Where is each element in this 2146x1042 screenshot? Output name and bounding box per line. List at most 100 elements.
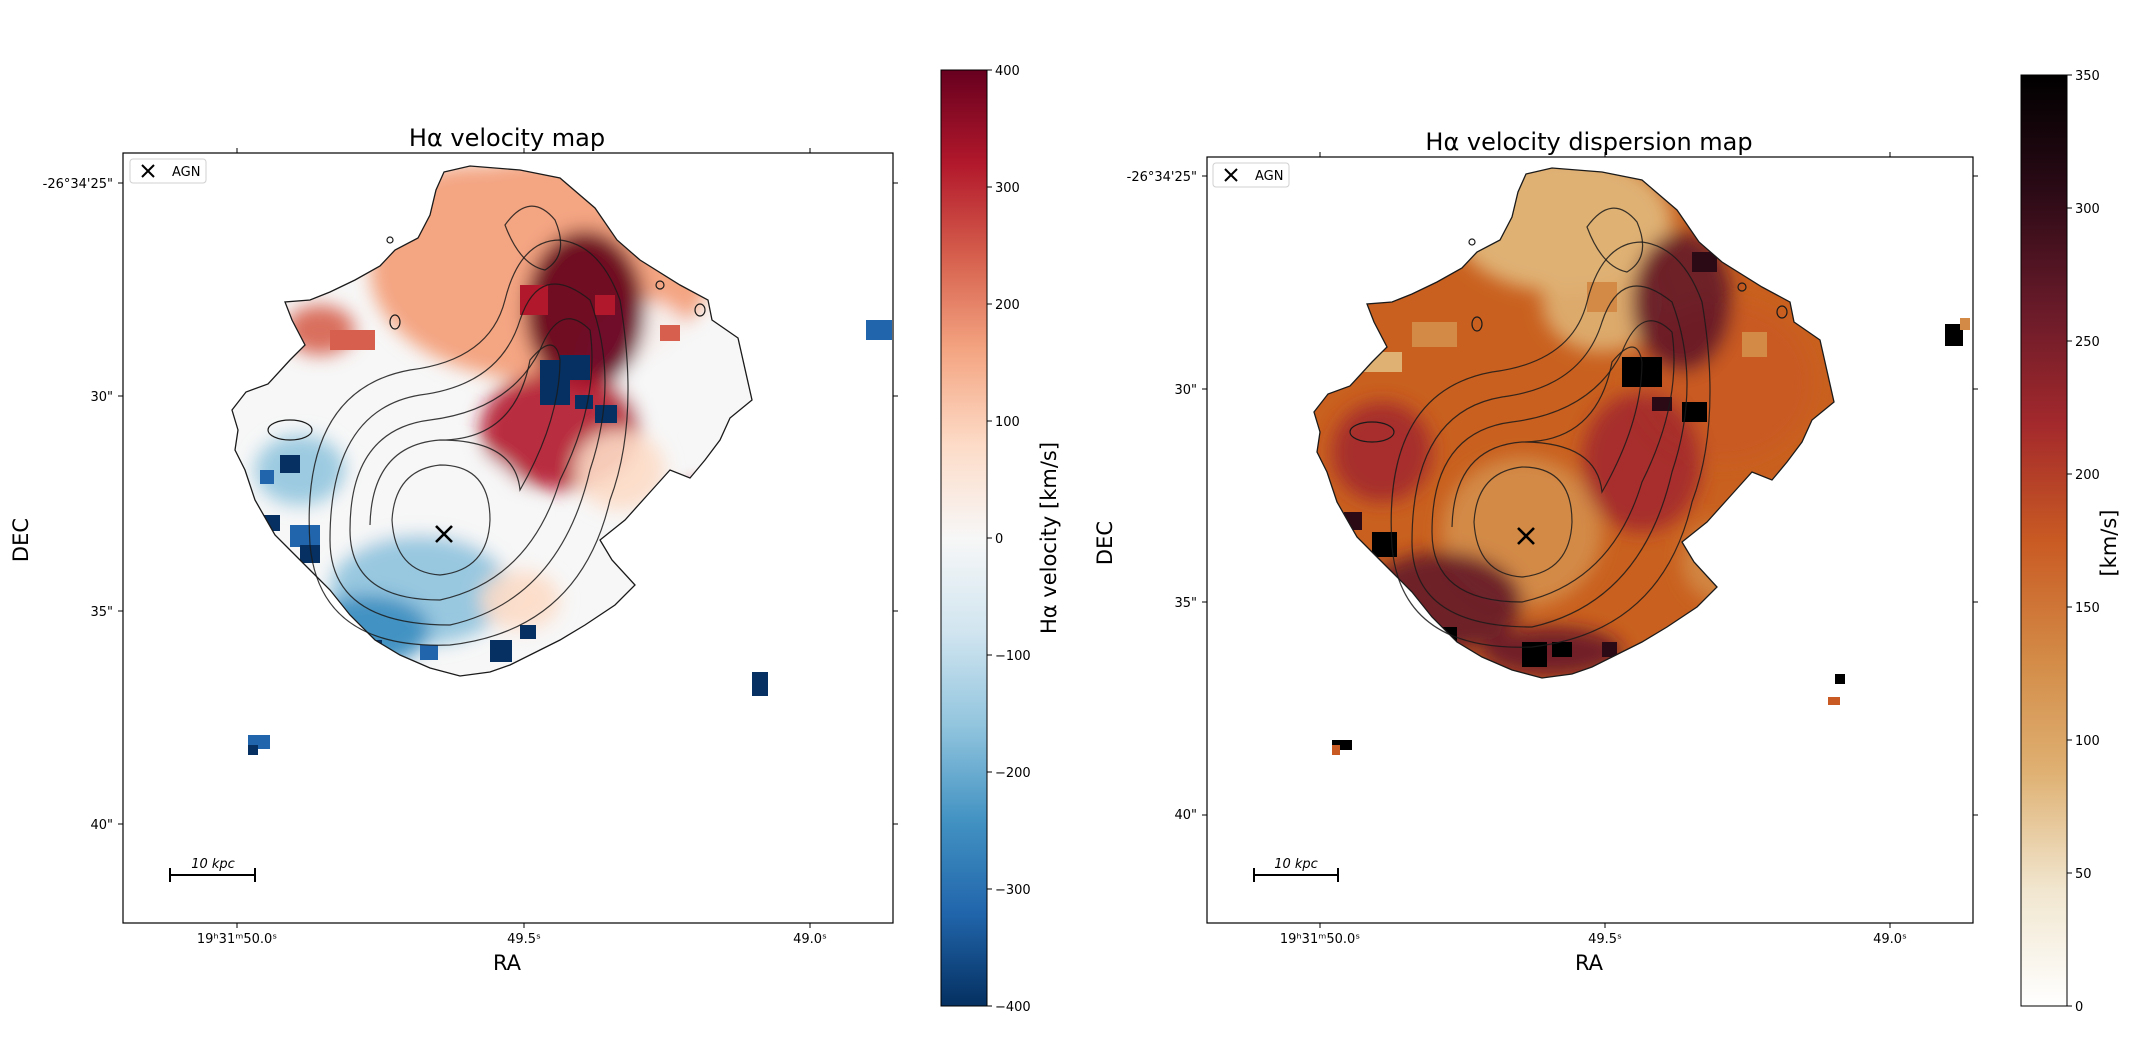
colorbar-tick-label: 150: [2075, 601, 2100, 616]
map-region: [310, 595, 430, 665]
legend: AGN: [129, 158, 207, 184]
flux-contour: [369, 344, 561, 526]
x-tick-label: 49.5ˢ: [1588, 932, 1622, 947]
colorbar-label: Hα velocity [km/s]: [1037, 442, 1061, 634]
flux-contour: [1471, 316, 1483, 332]
map-pixel-patch: [262, 560, 272, 570]
colorbar: 350 300 250 200 150 100 50 0 [km/s]: [2020, 69, 2121, 1015]
plot-frame: [1206, 156, 1974, 924]
colorbar-ticks: 400 300 200 100 0 −100 −200 −300 −400: [987, 64, 1031, 1015]
map-region: [665, 485, 725, 535]
flux-contour: [391, 464, 491, 576]
map-pixel-patch: [290, 525, 320, 547]
flux-contour: [1776, 305, 1788, 319]
colorbar-gradient: [940, 69, 988, 1007]
flux-contour: [1737, 282, 1747, 292]
map-region: [480, 570, 560, 630]
flux-contour: [504, 205, 562, 271]
colorbar-tick-label: −300: [995, 883, 1031, 898]
map-region: [1582, 392, 1702, 532]
map-pixel-patch: [280, 455, 300, 473]
colorbar-tick-label: 250: [2075, 335, 2100, 350]
chart-title: Hα velocity dispersion map: [1425, 128, 1752, 156]
flux-contour-outer: [1313, 167, 1835, 679]
scale-bar: 10 kpc: [1253, 857, 1339, 882]
scale-bar-label: 10 kpc: [1274, 857, 1318, 872]
map-pixel-patch: [520, 625, 536, 639]
colorbar-tick-label: 0: [2075, 1000, 2083, 1015]
flux-contour: [308, 239, 629, 646]
y-axis-label: DEC: [9, 518, 33, 562]
scale-bar: 10 kpc: [169, 857, 256, 882]
y-tick-label: 30": [1174, 383, 1197, 398]
colorbar-tick-label: −200: [995, 766, 1031, 781]
legend: AGN: [1212, 162, 1290, 188]
colorbar-tick-label: 300: [995, 181, 1020, 196]
map-region: [405, 166, 545, 235]
agn-marker: [435, 525, 453, 543]
colorbar-tick-label: 350: [2075, 69, 2100, 84]
colorbar-tick-label: 50: [2075, 867, 2092, 882]
legend-box: [1212, 162, 1290, 188]
legend-box: [129, 158, 207, 184]
flux-contour: [655, 280, 665, 290]
flux-contour: [386, 236, 394, 244]
y-tick-label: -26°34'25": [1127, 170, 1197, 185]
colorbar-tick-label: 400: [995, 64, 1020, 79]
flux-contour: [1349, 421, 1395, 443]
map-pixel-patch: [1945, 324, 1963, 346]
agn-marker-icon: [141, 164, 155, 178]
flux-contour: [1390, 241, 1711, 648]
flux-contour: [1431, 320, 1675, 603]
map-pixel-patch: [575, 395, 593, 409]
map-pixel-patch: [490, 640, 512, 662]
map-pixel-patch: [1344, 512, 1362, 530]
chart-title: Hα velocity map: [409, 124, 605, 152]
map-pixel-patch: [248, 745, 258, 755]
x-axis-label: RA: [1575, 951, 1604, 975]
map-region: [1332, 402, 1432, 502]
map-pixel-patch: [1960, 318, 1970, 330]
scale-bar-label: 10 kpc: [191, 857, 235, 872]
flux-contour: [267, 419, 313, 441]
x-tick-label: 19ʰ31ᵐ50.0ˢ: [1280, 932, 1360, 947]
y-tick-label: 35": [1174, 596, 1197, 611]
flux-contour: [1473, 466, 1573, 578]
map-pixel-patch: [1742, 332, 1767, 357]
y-tick-label: 40": [90, 818, 113, 833]
x-tick-label: 49.5ˢ: [507, 932, 541, 947]
map-pixel-patch: [690, 505, 720, 530]
flux-contour-outer: [231, 165, 753, 677]
map-pixel-patch: [520, 285, 548, 315]
colorbar-tick-label: −400: [995, 1000, 1031, 1015]
axis-ticks: [118, 148, 898, 928]
colorbar-tick-label: 200: [2075, 468, 2100, 483]
x-tick-label: 49.0ˢ: [1873, 932, 1907, 947]
x-tick-label: 49.0ˢ: [793, 932, 827, 947]
map-pixel-patch: [1602, 642, 1617, 657]
dispersion-map-image: [1313, 167, 1970, 755]
flux-contour: [1586, 207, 1644, 273]
legend-label: AGN: [172, 165, 200, 180]
colorbar-tick-label: 100: [2075, 734, 2100, 749]
colorbar: 400 300 200 100 0 −100 −200 −300 −400 Hα velocit…: [940, 64, 1061, 1015]
map-pixel-patch: [1828, 697, 1840, 705]
map-region: [575, 430, 665, 510]
map-pixel-patch: [660, 325, 680, 341]
y-tick-label: 30": [90, 390, 113, 405]
colorbar-tick-label: −100: [995, 649, 1031, 664]
y-tick-label: -26°34'25": [43, 177, 113, 192]
flux-contour: [349, 318, 593, 601]
map-pixel-patch: [1692, 252, 1717, 272]
map-pixel-patch: [1362, 352, 1402, 372]
agn-marker-icon: [1224, 168, 1238, 182]
map-pixel-patch: [1332, 740, 1352, 750]
map-pixel-patch: [1332, 745, 1340, 755]
colorbar-gradient: [2020, 74, 2068, 1007]
y-tick-label: 35": [90, 605, 113, 620]
axis-ticks: [1202, 152, 1978, 928]
map-pixel-patch: [1682, 402, 1707, 422]
map-pixel-patch: [1772, 497, 1802, 527]
map-pixel-patch: [300, 545, 320, 563]
